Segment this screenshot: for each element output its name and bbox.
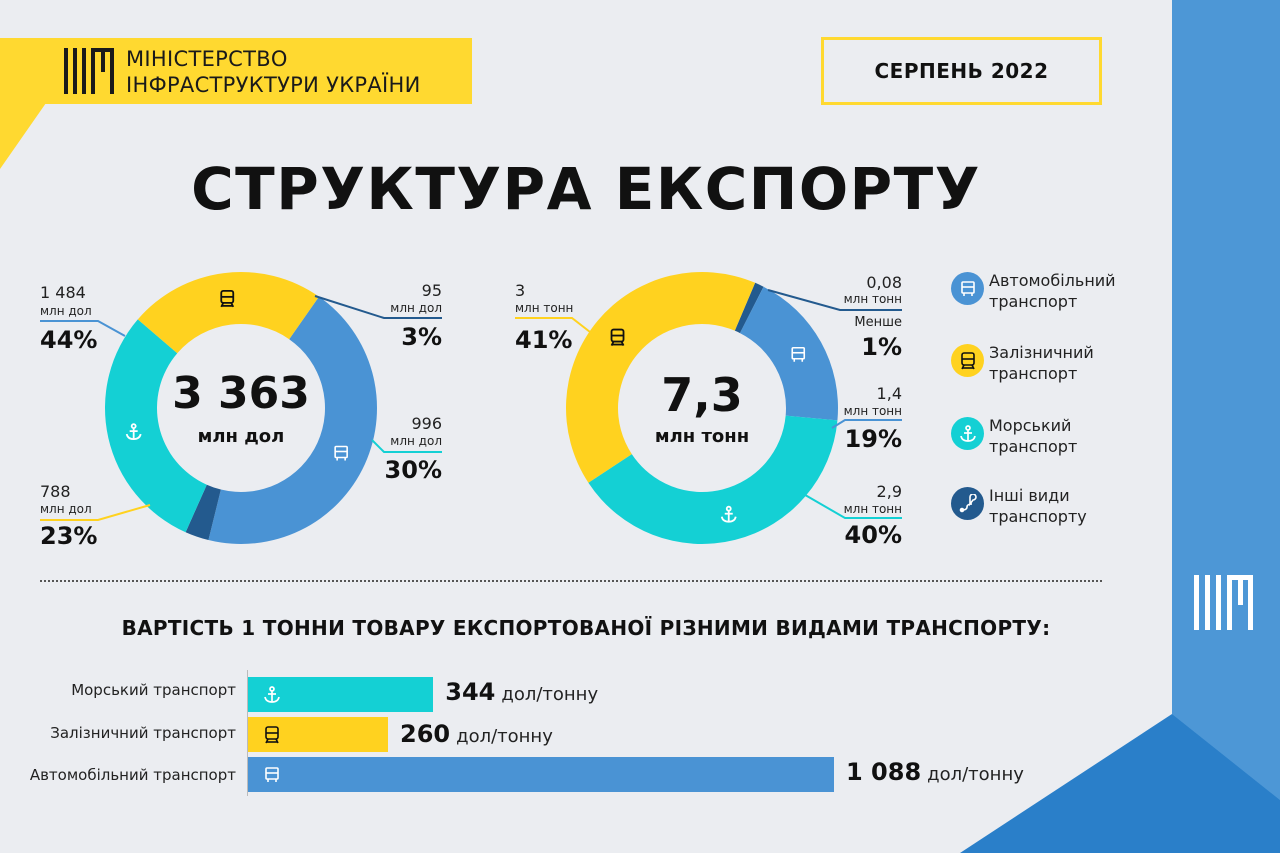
bar-value-road: 1 088 дол/тонну xyxy=(846,758,1024,786)
bar-rail xyxy=(248,717,389,752)
train-icon xyxy=(951,344,984,377)
legend-label-sea: Морський транспорт xyxy=(989,415,1119,457)
donut2-sea-unit: млн тонн xyxy=(843,502,902,516)
bar-chart-title: ВАРТІСТЬ 1 ТОННИ ТОВАРУ ЕКСПОРТОВАНОЇ РІ… xyxy=(121,616,1051,640)
donut1-sea-unit: млн дол xyxy=(390,434,442,448)
donut2-slice-other xyxy=(734,282,764,334)
donut2-road-value: 1,4 xyxy=(876,384,902,403)
train-icon xyxy=(220,289,235,308)
donut2-other-unit: млн тонн xyxy=(843,292,902,306)
bar-road xyxy=(248,757,834,792)
donut2-other-value: 0,08 xyxy=(866,273,902,292)
bar-road-unit: дол/тонну xyxy=(927,764,1024,785)
legend-label-rail: Залізничний транспорт xyxy=(989,342,1119,384)
donut1-rail-unit: млн дол xyxy=(40,502,92,516)
donut1-slice-sea xyxy=(105,319,207,533)
legend-item-road: Автомобільний транспорт xyxy=(951,270,1119,312)
ministry-name: МІНІСТЕРСТВО ІНФРАСТРУКТУРИ УКРАЇНИ xyxy=(126,46,421,98)
side-logo-mark xyxy=(1194,575,1253,630)
legend-label-road: Автомобільний транспорт xyxy=(989,270,1119,312)
truck-icon xyxy=(334,445,348,461)
donut2-sea-percent: 40% xyxy=(844,521,902,549)
anchor-icon xyxy=(951,417,984,450)
donut2-other-percent: 1% xyxy=(861,333,902,361)
ministry-name-line2: ІНФРАСТРУКТУРИ УКРАЇНИ xyxy=(126,73,421,97)
header-banner xyxy=(0,38,472,104)
donut2-leader-lines xyxy=(515,289,902,519)
donut1-road-value: 1 484 xyxy=(40,283,86,302)
bar-value-rail: 260 дол/тонну xyxy=(400,720,553,748)
donut1-rail-percent: 23% xyxy=(40,522,98,550)
donut2-sea-value: 2,9 xyxy=(876,482,902,501)
legend-sea-line2: транспорт xyxy=(989,437,1078,456)
route-icon xyxy=(951,487,984,520)
bar-value-sea: 344 дол/тонну xyxy=(445,678,598,706)
ministry-logo xyxy=(64,48,114,94)
bar-sea xyxy=(248,677,434,712)
legend-sea-line1: Морський xyxy=(989,416,1072,435)
legend-other-line2: транспорту xyxy=(989,507,1087,526)
legend-item-rail: Залізничний транспорт xyxy=(951,342,1119,384)
donut1-slice-rail xyxy=(137,272,320,354)
bar-label-rail: Залізничний транспорт xyxy=(50,724,236,742)
legend-road-line1: Автомобільний xyxy=(989,271,1116,290)
legend-rail-line1: Залізничний xyxy=(989,343,1094,362)
donut2-other-note: Менше xyxy=(854,315,902,330)
page-title: СТРУКТУРА ЕКСПОРТУ xyxy=(191,155,981,223)
donut1-center-value: 3 363 xyxy=(172,368,310,419)
donut2-center-value: 7,3 xyxy=(661,368,743,422)
corner-decoration xyxy=(960,700,1280,853)
train-icon xyxy=(265,725,279,743)
bar-label-road: Автомобільний транспорт xyxy=(29,766,236,784)
donut1-other-percent: 3% xyxy=(401,323,442,351)
legend-rail-line2: транспорт xyxy=(989,364,1078,383)
legend-label-other: Інші види транспорту xyxy=(989,485,1119,527)
bar-sea-unit: дол/тонну xyxy=(501,684,599,705)
donut1-road-unit: млн дол xyxy=(40,304,92,318)
truck-icon xyxy=(265,766,279,782)
legend-other-line1: Інші види xyxy=(989,486,1070,505)
donut1-other-unit: млн дол xyxy=(390,301,442,315)
donut1-slice-other xyxy=(185,484,221,541)
donut2-center-unit: млн тонн xyxy=(654,426,750,447)
train-icon xyxy=(610,328,625,346)
donut1-sea-percent: 30% xyxy=(384,456,442,484)
bar-label-sea: Морський транспорт xyxy=(71,681,236,699)
donut2-slice-rail xyxy=(566,272,756,483)
export-volume-donut xyxy=(566,272,838,544)
ministry-name-line1: МІНІСТЕРСТВО xyxy=(126,47,288,71)
bar-chart-axis xyxy=(247,670,248,796)
bar-sea-number: 344 xyxy=(445,678,496,706)
donut1-road-percent: 44% xyxy=(40,326,98,354)
donut1-other-value: 95 xyxy=(421,281,442,300)
legend-road-line2: транспорт xyxy=(989,292,1078,311)
truck-icon xyxy=(951,272,984,305)
donut2-road-percent: 19% xyxy=(844,425,902,453)
donut1-sea-value: 996 xyxy=(411,414,442,433)
truck-icon xyxy=(791,346,806,362)
donut1-slice-road xyxy=(208,296,377,544)
donut1-rail-value: 788 xyxy=(40,482,71,501)
donut2-slice-sea xyxy=(588,415,838,544)
donut2-rail-percent: 41% xyxy=(515,326,573,354)
export-value-donut xyxy=(105,272,377,544)
bar-road-number: 1 088 xyxy=(846,758,922,786)
legend-item-sea: Морський транспорт xyxy=(951,415,1119,457)
donut2-rail-unit: млн тонн xyxy=(515,301,574,315)
section-divider xyxy=(40,580,1102,582)
period-label: СЕРПЕНЬ 2022 xyxy=(821,37,1102,105)
legend-item-other: Інші види транспорту xyxy=(951,485,1119,527)
anchor-icon xyxy=(125,423,142,441)
donut2-road-unit: млн тонн xyxy=(843,404,902,418)
bar-rail-unit: дол/тонну xyxy=(456,726,553,747)
bar-rail-number: 260 xyxy=(400,720,451,748)
anchor-icon xyxy=(720,505,737,523)
anchor-icon xyxy=(264,685,280,703)
donut1-center-unit: млн дол xyxy=(197,426,285,447)
donut2-slice-road xyxy=(740,286,838,421)
donut1-leader-lines xyxy=(40,295,442,521)
donut2-rail-value: 3 xyxy=(515,281,526,300)
header-banner-tail xyxy=(0,103,46,169)
